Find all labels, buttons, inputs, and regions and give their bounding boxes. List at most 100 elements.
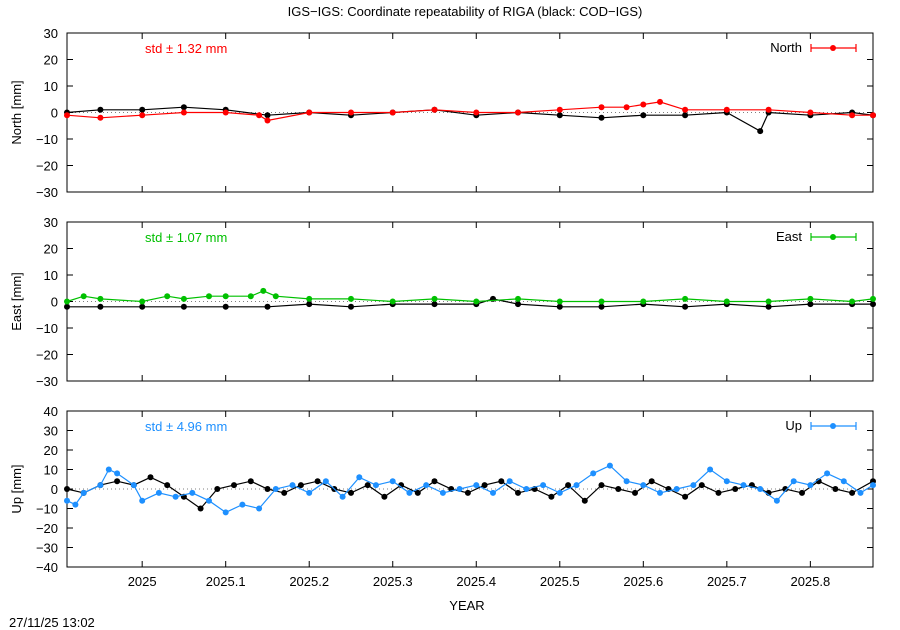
series-main-point <box>80 293 87 300</box>
y-tick-label: 30 <box>44 26 58 41</box>
series-reference-point <box>715 489 722 496</box>
series-reference-point <box>297 482 304 489</box>
series-main-point <box>139 112 146 119</box>
series-reference-point <box>464 489 471 496</box>
series-reference-point <box>556 112 563 119</box>
y-axis-label: Up [mm] <box>9 464 24 513</box>
series-reference-point <box>765 303 772 310</box>
series-main-point <box>431 106 438 113</box>
series-main-point <box>556 106 563 113</box>
y-tick-label: 20 <box>44 242 58 257</box>
series-main-point <box>640 298 647 305</box>
series-reference-line <box>66 106 874 132</box>
series-reference-point <box>139 303 146 310</box>
series-main-point <box>306 109 313 116</box>
series-reference-point <box>598 114 605 121</box>
series-reference-point <box>348 489 354 496</box>
series-reference-point <box>314 478 321 485</box>
x-tick-label: 2025.8 <box>790 574 830 589</box>
series-main-point <box>306 295 313 302</box>
series-main-point <box>80 489 87 496</box>
series-main-point <box>540 482 547 489</box>
y-tick-label: 30 <box>44 424 58 439</box>
series-main-point <box>657 489 663 496</box>
series-main-point <box>423 482 430 489</box>
series-main-point <box>406 489 413 496</box>
series-main-point <box>773 497 780 504</box>
series-reference-point <box>598 303 605 310</box>
series-main-point <box>473 482 480 489</box>
series-main-point <box>155 489 162 496</box>
series-main-point <box>222 293 229 300</box>
series-main-point <box>206 497 212 504</box>
series-reference-point <box>757 128 764 135</box>
series-reference-point <box>648 478 655 485</box>
series-main-point <box>840 478 847 485</box>
series-reference-point <box>431 301 438 308</box>
series-main-point <box>807 295 814 302</box>
series-main-point <box>222 509 229 516</box>
y-tick-label: −10 <box>36 502 58 517</box>
series-reference-point <box>231 482 237 489</box>
series-main-point <box>389 298 396 305</box>
series-main-point <box>439 489 446 496</box>
series-main-point <box>64 497 70 504</box>
series-main-point <box>598 298 605 305</box>
y-tick-label: −20 <box>36 521 58 536</box>
y-tick-label: −10 <box>36 132 58 147</box>
series-main-point <box>322 478 329 485</box>
series-main-point <box>556 489 563 496</box>
y-tick-label: −10 <box>36 321 58 336</box>
series-reference-point <box>139 106 146 113</box>
series-reference-point <box>682 112 689 119</box>
series-reference-point <box>481 482 488 489</box>
series-main-point <box>72 501 79 508</box>
panel-up: 40 30 20 10 0 −10 −20 −30 −40 2025 2025.1 2025.2 202… <box>9 404 876 589</box>
series-main-point <box>682 295 689 302</box>
legend-label: Up <box>785 418 802 433</box>
series-reference-point <box>180 303 187 310</box>
series-main-point <box>348 295 354 302</box>
series-main-point <box>272 486 279 492</box>
series-main-point <box>180 109 187 116</box>
y-tick-label: −30 <box>36 374 58 389</box>
legend-marker <box>830 423 836 429</box>
series-reference-point <box>581 497 588 504</box>
series-reference-point <box>381 493 388 500</box>
series-reference-point <box>682 303 689 310</box>
y-tick-label: −40 <box>36 560 58 575</box>
series-main-point <box>473 109 480 116</box>
series-main-point <box>623 478 630 485</box>
x-tick-label: 2025.4 <box>456 574 496 589</box>
series-main-point <box>272 293 279 300</box>
series-main-point <box>97 114 104 121</box>
series-main-line <box>66 464 874 514</box>
y-tick-label: 0 <box>51 106 58 121</box>
series-main-point <box>590 470 597 477</box>
series-main-point <box>97 482 104 489</box>
legend-marker <box>830 45 836 51</box>
series-main-point <box>870 112 876 119</box>
series-main-point <box>256 112 263 119</box>
series-main-point <box>260 287 267 294</box>
series-main-point <box>740 482 747 489</box>
series-main-point <box>247 293 254 300</box>
series-main-point <box>180 295 187 302</box>
series-main-point <box>849 298 856 305</box>
legend-marker <box>830 234 836 240</box>
series-main-point <box>97 295 104 302</box>
series-main-point <box>389 109 396 116</box>
y-tick-label: 20 <box>44 443 58 458</box>
series-main-point <box>356 474 363 481</box>
series-main-point <box>289 482 296 489</box>
panel-east: 30 20 10 0 −10 −20 −30 East [mm] std ± 1.07 mm Ea… <box>9 215 876 389</box>
std-label: std ± 4.96 mm <box>145 419 227 434</box>
series-reference-point <box>222 303 229 310</box>
series-main-point <box>690 482 697 489</box>
series-reference-point <box>247 478 254 485</box>
series-main-point <box>807 109 814 116</box>
series-main-point <box>870 295 876 302</box>
series-main-point <box>707 466 714 473</box>
series-main-point <box>723 478 730 485</box>
series-main-point <box>431 295 438 302</box>
